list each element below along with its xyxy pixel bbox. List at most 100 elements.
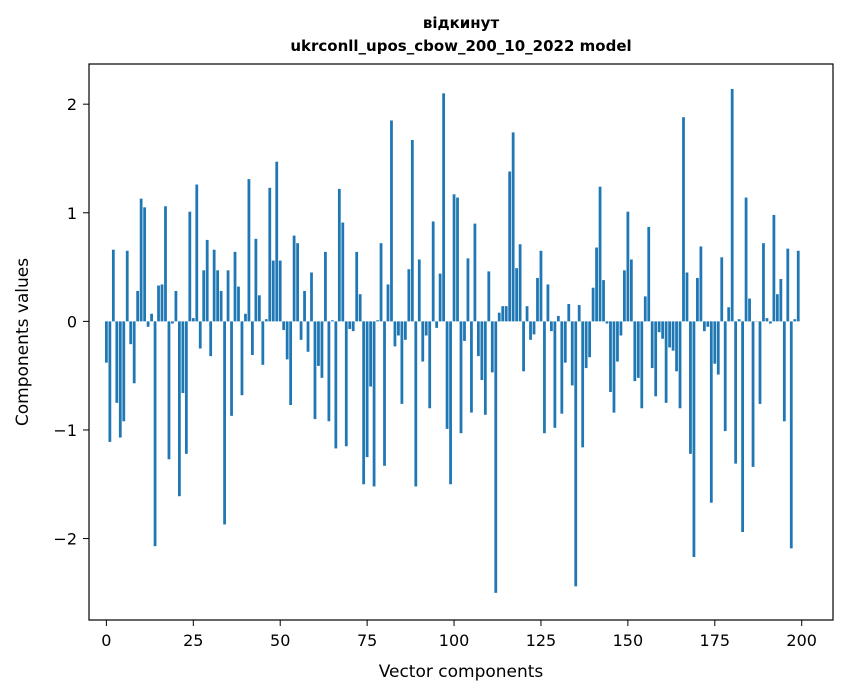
bar-83 xyxy=(393,321,397,347)
bar-199 xyxy=(796,250,800,322)
bar-107 xyxy=(476,321,480,357)
bar-18 xyxy=(167,321,171,460)
x-tick-label: 0 xyxy=(101,631,111,650)
bar-49 xyxy=(275,161,279,322)
bar-7 xyxy=(129,321,133,345)
bar-57 xyxy=(303,290,306,322)
bar-119 xyxy=(518,244,522,322)
bar-133 xyxy=(567,303,571,322)
y-axis: −2 −1 0 1 2 xyxy=(53,95,89,549)
bar-152 xyxy=(633,321,637,382)
bar-110 xyxy=(487,271,491,322)
bar-194 xyxy=(779,279,783,322)
bar-71 xyxy=(351,321,355,332)
y-axis-label: Components values xyxy=(13,258,33,426)
bar-177 xyxy=(720,257,724,322)
bar-24 xyxy=(188,211,192,322)
bar-50 xyxy=(278,260,282,322)
bar-33 xyxy=(219,290,223,322)
x-tick-label: 125 xyxy=(526,631,557,650)
bar-45 xyxy=(261,321,265,365)
bar-59 xyxy=(310,272,313,322)
bar-68 xyxy=(341,222,345,322)
bar-15 xyxy=(157,285,160,322)
bar-67 xyxy=(337,188,341,322)
bar-17 xyxy=(164,206,167,322)
bar-4 xyxy=(118,321,122,438)
bar-95 xyxy=(435,321,439,328)
bar-183 xyxy=(741,321,744,533)
bar-165 xyxy=(678,321,682,409)
bar-87 xyxy=(407,269,411,322)
bar-102 xyxy=(459,321,463,434)
bar-142 xyxy=(598,186,602,322)
bar-104 xyxy=(466,258,470,322)
bar-114 xyxy=(501,306,505,322)
bar-153 xyxy=(636,321,640,378)
bar-115 xyxy=(504,306,508,322)
bar-11 xyxy=(143,207,147,322)
x-tick-label: 175 xyxy=(700,631,731,650)
bar-36 xyxy=(230,321,233,416)
bar-88 xyxy=(410,140,414,322)
bar-2 xyxy=(111,249,115,322)
bar-188 xyxy=(758,321,762,404)
bar-146 xyxy=(612,321,616,413)
bar-184 xyxy=(744,197,748,322)
bar-144 xyxy=(605,321,609,324)
bar-89 xyxy=(414,321,418,487)
bar-66 xyxy=(334,321,338,449)
bar-137 xyxy=(581,321,585,448)
bar-62 xyxy=(320,321,324,378)
bar-149 xyxy=(623,270,626,322)
bar-158 xyxy=(654,321,658,397)
bar-19 xyxy=(171,321,174,324)
bars-group xyxy=(104,88,800,593)
bar-85 xyxy=(400,321,404,404)
bar-167 xyxy=(685,272,689,322)
bar-51 xyxy=(282,321,286,331)
bar-118 xyxy=(515,268,519,322)
x-tick-label: 25 xyxy=(183,631,203,650)
bar-70 xyxy=(348,321,352,329)
bar-56 xyxy=(299,321,303,340)
bar-103 xyxy=(463,321,466,341)
bar-1 xyxy=(108,321,112,442)
bar-160 xyxy=(661,321,665,339)
bar-73 xyxy=(358,294,362,322)
bar-69 xyxy=(344,321,348,447)
y-tick-label: 0 xyxy=(67,312,77,331)
bar-182 xyxy=(737,319,741,322)
bar-180 xyxy=(730,88,734,322)
bar-35 xyxy=(226,270,230,322)
bar-41 xyxy=(247,179,251,322)
bar-29 xyxy=(205,239,209,322)
bar-120 xyxy=(522,321,525,372)
bar-111 xyxy=(490,321,494,373)
bar-31 xyxy=(212,249,216,322)
bar-60 xyxy=(313,321,317,420)
bar-197 xyxy=(789,321,793,549)
bar-189 xyxy=(762,243,765,322)
bar-170 xyxy=(696,277,699,322)
bar-162 xyxy=(668,321,671,348)
bar-100 xyxy=(452,194,456,322)
bar-140 xyxy=(591,287,595,322)
bar-91 xyxy=(421,321,425,362)
bar-156 xyxy=(647,226,651,322)
bar-196 xyxy=(786,248,790,322)
bar-179 xyxy=(727,307,731,322)
bar-181 xyxy=(734,321,738,464)
bar-190 xyxy=(765,318,769,322)
bar-186 xyxy=(751,321,755,467)
bar-195 xyxy=(782,321,786,422)
bar-10 xyxy=(139,198,143,322)
bar-193 xyxy=(775,294,779,322)
bar-53 xyxy=(289,321,293,405)
x-tick-label: 150 xyxy=(613,631,644,650)
bar-82 xyxy=(390,120,393,322)
bar-123 xyxy=(532,321,536,335)
x-tick-label: 75 xyxy=(357,631,377,650)
bar-79 xyxy=(379,243,383,322)
bar-44 xyxy=(257,295,261,322)
